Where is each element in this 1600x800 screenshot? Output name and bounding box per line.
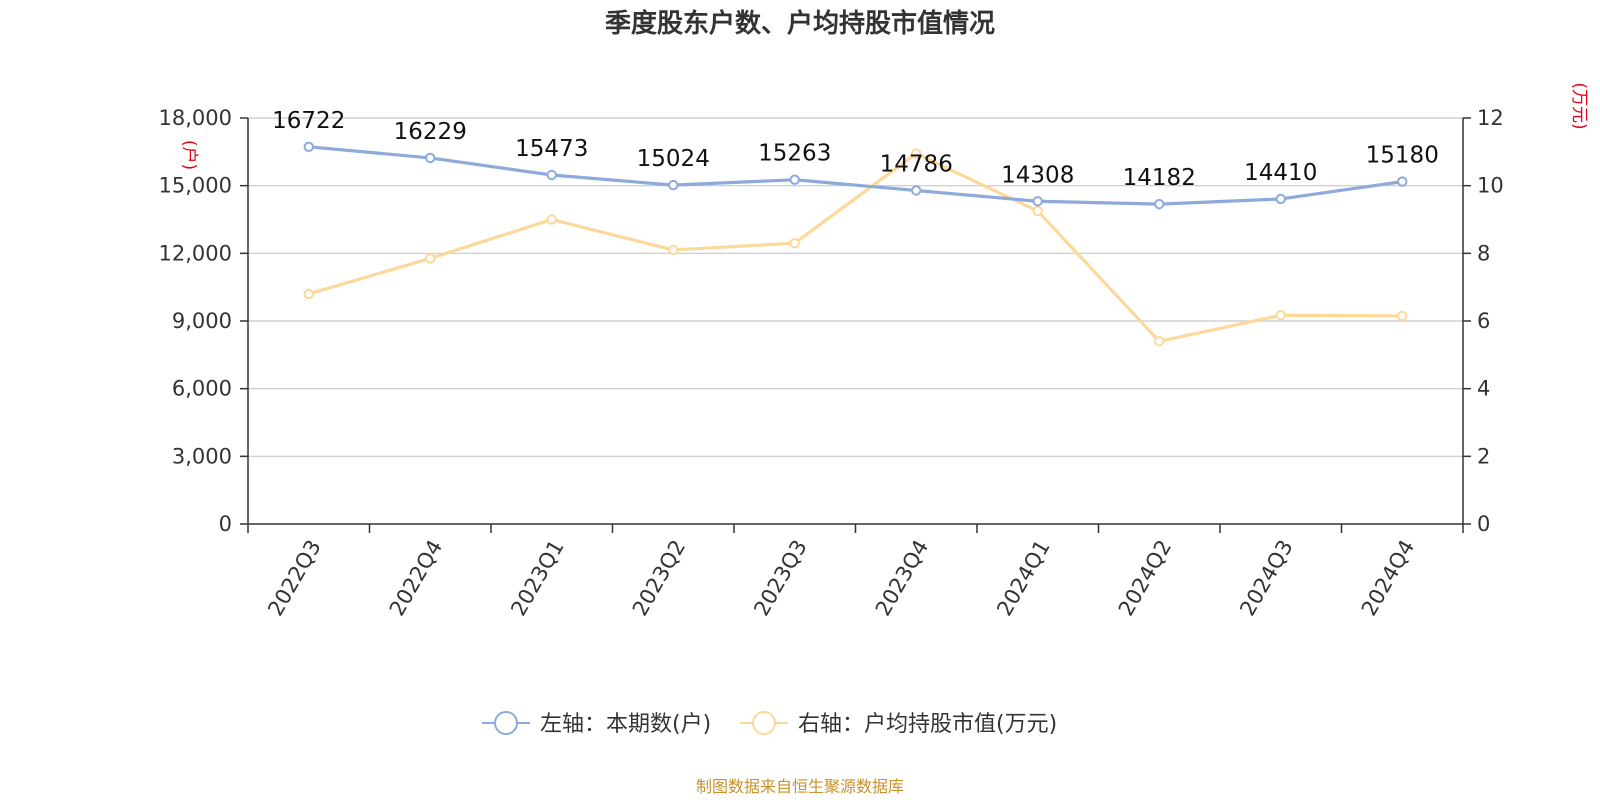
data-label: 15024 <box>637 146 710 172</box>
data-point-left <box>1397 176 1408 187</box>
x-tick-label: 2024Q2 <box>1114 536 1176 620</box>
right-tick-label: 6 <box>1477 309 1490 333</box>
series-group: 16722 16229 15473 15024 15263 14786 14308 14182… <box>272 108 1439 347</box>
data-point-right <box>789 237 800 249</box>
x-tick-label: 2023Q2 <box>628 536 690 620</box>
data-point-left <box>1275 193 1286 205</box>
left-tick-label: 9,000 <box>172 309 232 333</box>
x-axis-ticks: 2022Q3 2022Q4 2023Q1 2023Q2 2023Q3 2023Q4 2024… <box>247 524 1464 620</box>
data-label: 14410 <box>1244 160 1317 186</box>
right-tick-label: 2 <box>1477 444 1490 468</box>
right-tick-label: 0 <box>1477 512 1490 536</box>
source-note: 制图数据来自恒生聚源数据库 <box>696 777 904 796</box>
series-line-left <box>307 145 1404 206</box>
x-tick-label: 2023Q1 <box>506 536 568 620</box>
data-point-right <box>1032 205 1043 217</box>
data-point-left <box>668 179 679 191</box>
x-tick-label: 2024Q4 <box>1357 536 1419 620</box>
data-point-left <box>789 174 800 185</box>
data-label: 14182 <box>1123 165 1196 191</box>
data-label: 14786 <box>880 151 953 177</box>
right-tick-label: 8 <box>1477 241 1490 265</box>
data-point-right <box>668 244 679 256</box>
data-label: 15180 <box>1366 143 1439 169</box>
data-point-left <box>911 185 922 196</box>
legend-marker <box>494 711 518 735</box>
data-point-right <box>1397 310 1408 322</box>
right-tick-label: 12 <box>1477 106 1504 130</box>
data-point-left <box>425 152 436 164</box>
left-tick-label: 12,000 <box>159 241 232 265</box>
x-tick-label: 2024Q1 <box>992 536 1054 620</box>
data-label: 15473 <box>515 136 588 162</box>
data-point-left <box>1154 198 1165 210</box>
right-tick-label: 4 <box>1477 377 1490 401</box>
data-label: 16722 <box>272 108 345 134</box>
series-line-right <box>307 151 1404 343</box>
left-tick-label: 6,000 <box>172 377 232 401</box>
right-tick-label: 10 <box>1477 174 1504 198</box>
legend-item-left[interactable]: 左轴：本期数(户) <box>482 711 711 737</box>
left-tick-label: 3,000 <box>172 444 232 468</box>
data-label: 14308 <box>1001 162 1074 188</box>
legend-label: 右轴：户均持股市值(万元) <box>798 712 1057 737</box>
left-axis-unit: (户) <box>179 140 199 170</box>
legend-marker <box>752 711 776 735</box>
right-axis-unit: (万元) <box>1569 82 1589 129</box>
x-tick-label: 2023Q4 <box>871 536 933 620</box>
x-tick-label: 2023Q3 <box>749 536 811 620</box>
x-tick-label: 2022Q4 <box>385 536 447 620</box>
legend[interactable]: 左轴：本期数(户) 右轴：户均持股市值(万元) <box>482 711 1057 737</box>
left-tick-label: 18,000 <box>159 106 232 130</box>
data-point-right <box>303 288 314 300</box>
x-tick-label: 2024Q3 <box>1235 536 1297 620</box>
data-point-left <box>303 141 314 153</box>
data-point-right <box>546 214 557 225</box>
data-label: 15263 <box>758 141 831 167</box>
left-axis-ticks: 0 3,000 6,000 9,000 12,000 15,000 18,000 <box>159 106 248 536</box>
data-label: 16229 <box>394 119 467 145</box>
data-point-right <box>425 253 436 264</box>
data-point-left <box>1032 196 1043 207</box>
right-axis-ticks: 0 2 4 6 8 10 12 <box>1463 106 1504 536</box>
left-tick-label: 15,000 <box>159 174 232 198</box>
data-point-left <box>546 169 557 181</box>
legend-item-right[interactable]: 右轴：户均持股市值(万元) <box>740 711 1057 737</box>
legend-label: 左轴：本期数(户) <box>540 712 711 737</box>
x-tick-label: 2022Q3 <box>263 536 325 620</box>
data-point-right <box>1275 310 1286 321</box>
left-tick-label: 0 <box>219 512 232 536</box>
data-point-right <box>1154 336 1165 347</box>
data-point-right <box>911 148 922 159</box>
chart-title: 季度股东户数、户均持股市值情况 <box>605 8 995 39</box>
